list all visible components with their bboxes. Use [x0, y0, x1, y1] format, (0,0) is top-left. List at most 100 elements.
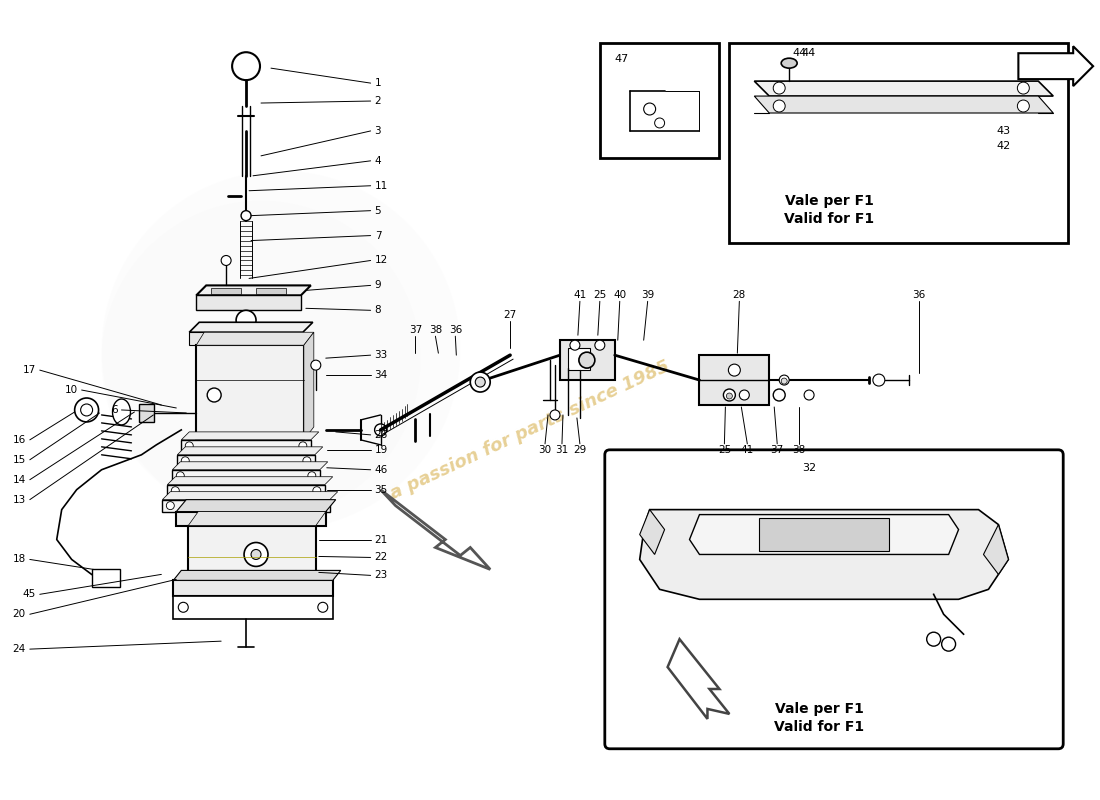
- Text: 27: 27: [504, 310, 517, 320]
- Text: 43: 43: [997, 126, 1011, 136]
- Text: 41: 41: [573, 290, 586, 300]
- Text: 13: 13: [12, 494, 25, 505]
- Text: 6: 6: [111, 405, 118, 415]
- Circle shape: [779, 375, 789, 385]
- Text: 38: 38: [429, 326, 442, 335]
- Text: 2: 2: [375, 96, 382, 106]
- Text: 28: 28: [733, 290, 746, 300]
- Circle shape: [579, 352, 595, 368]
- Bar: [167, 485, 324, 497]
- Text: 24: 24: [12, 644, 25, 654]
- Circle shape: [318, 602, 328, 612]
- Text: 18: 18: [12, 554, 25, 565]
- Ellipse shape: [112, 399, 131, 425]
- Polygon shape: [640, 510, 664, 554]
- Bar: [177, 455, 315, 466]
- Circle shape: [185, 442, 194, 450]
- Text: 23: 23: [375, 570, 388, 580]
- Circle shape: [221, 255, 231, 266]
- Text: 37: 37: [409, 326, 422, 335]
- Polygon shape: [196, 332, 314, 345]
- Text: Vale per F1: Vale per F1: [784, 194, 873, 208]
- Polygon shape: [1019, 46, 1093, 86]
- Text: 31: 31: [556, 445, 569, 455]
- Text: Valid for F1: Valid for F1: [774, 720, 865, 734]
- Bar: [174, 580, 333, 596]
- Circle shape: [773, 82, 785, 94]
- Circle shape: [308, 472, 316, 480]
- Circle shape: [232, 52, 260, 80]
- Polygon shape: [189, 332, 302, 345]
- Text: 36: 36: [449, 326, 462, 335]
- Text: 39: 39: [641, 290, 654, 300]
- Circle shape: [318, 502, 326, 510]
- Text: 35: 35: [375, 485, 388, 494]
- Circle shape: [1018, 82, 1030, 94]
- Text: a passion for parts since 1985: a passion for parts since 1985: [387, 357, 673, 502]
- Polygon shape: [174, 596, 333, 619]
- Circle shape: [241, 210, 251, 221]
- Circle shape: [172, 486, 179, 494]
- Text: 44: 44: [792, 48, 806, 58]
- Text: 26: 26: [375, 430, 388, 440]
- Circle shape: [773, 389, 785, 401]
- Text: 5: 5: [375, 206, 382, 216]
- Text: 15: 15: [12, 454, 25, 465]
- Circle shape: [728, 364, 740, 376]
- Text: 3: 3: [375, 126, 382, 136]
- Polygon shape: [381, 490, 491, 570]
- Polygon shape: [177, 447, 322, 455]
- Polygon shape: [755, 81, 1053, 96]
- Circle shape: [804, 390, 814, 400]
- Circle shape: [942, 637, 956, 651]
- Circle shape: [724, 389, 736, 401]
- Polygon shape: [188, 512, 326, 526]
- Text: 32: 32: [802, 462, 816, 473]
- Text: 40: 40: [613, 290, 626, 300]
- Circle shape: [471, 372, 491, 392]
- Text: 33: 33: [375, 350, 388, 360]
- Circle shape: [475, 377, 485, 387]
- Text: 17: 17: [22, 365, 36, 375]
- Circle shape: [1018, 100, 1030, 112]
- Circle shape: [781, 378, 788, 384]
- Polygon shape: [196, 286, 311, 295]
- Circle shape: [176, 472, 185, 480]
- Circle shape: [251, 550, 261, 559]
- Text: 19: 19: [375, 445, 388, 455]
- Polygon shape: [668, 639, 729, 719]
- Text: 36: 36: [912, 290, 925, 300]
- Text: 8: 8: [375, 306, 382, 315]
- Text: 20: 20: [13, 610, 25, 619]
- Text: 21: 21: [375, 534, 388, 545]
- Polygon shape: [690, 514, 958, 554]
- Polygon shape: [983, 525, 1009, 574]
- Circle shape: [773, 100, 785, 112]
- Bar: [211, 288, 241, 294]
- Circle shape: [182, 457, 189, 465]
- Circle shape: [178, 602, 188, 612]
- Polygon shape: [196, 295, 301, 310]
- Text: Valid for F1: Valid for F1: [784, 212, 874, 226]
- Circle shape: [207, 388, 221, 402]
- Circle shape: [550, 410, 560, 420]
- Polygon shape: [176, 500, 336, 512]
- Text: 25: 25: [593, 290, 606, 300]
- Circle shape: [244, 542, 268, 566]
- Text: 9: 9: [375, 280, 382, 290]
- Circle shape: [299, 442, 307, 450]
- Text: 42: 42: [997, 141, 1011, 151]
- Bar: [176, 512, 326, 526]
- Text: 46: 46: [375, 465, 388, 474]
- Text: 14: 14: [12, 474, 25, 485]
- Polygon shape: [189, 322, 312, 332]
- Circle shape: [375, 424, 386, 436]
- Bar: [173, 470, 320, 482]
- Bar: [91, 570, 120, 587]
- Text: 10: 10: [65, 385, 78, 395]
- Circle shape: [739, 390, 749, 400]
- Text: 47: 47: [615, 54, 629, 64]
- Text: 22: 22: [375, 553, 388, 562]
- Circle shape: [654, 118, 664, 128]
- Text: 44: 44: [801, 48, 815, 58]
